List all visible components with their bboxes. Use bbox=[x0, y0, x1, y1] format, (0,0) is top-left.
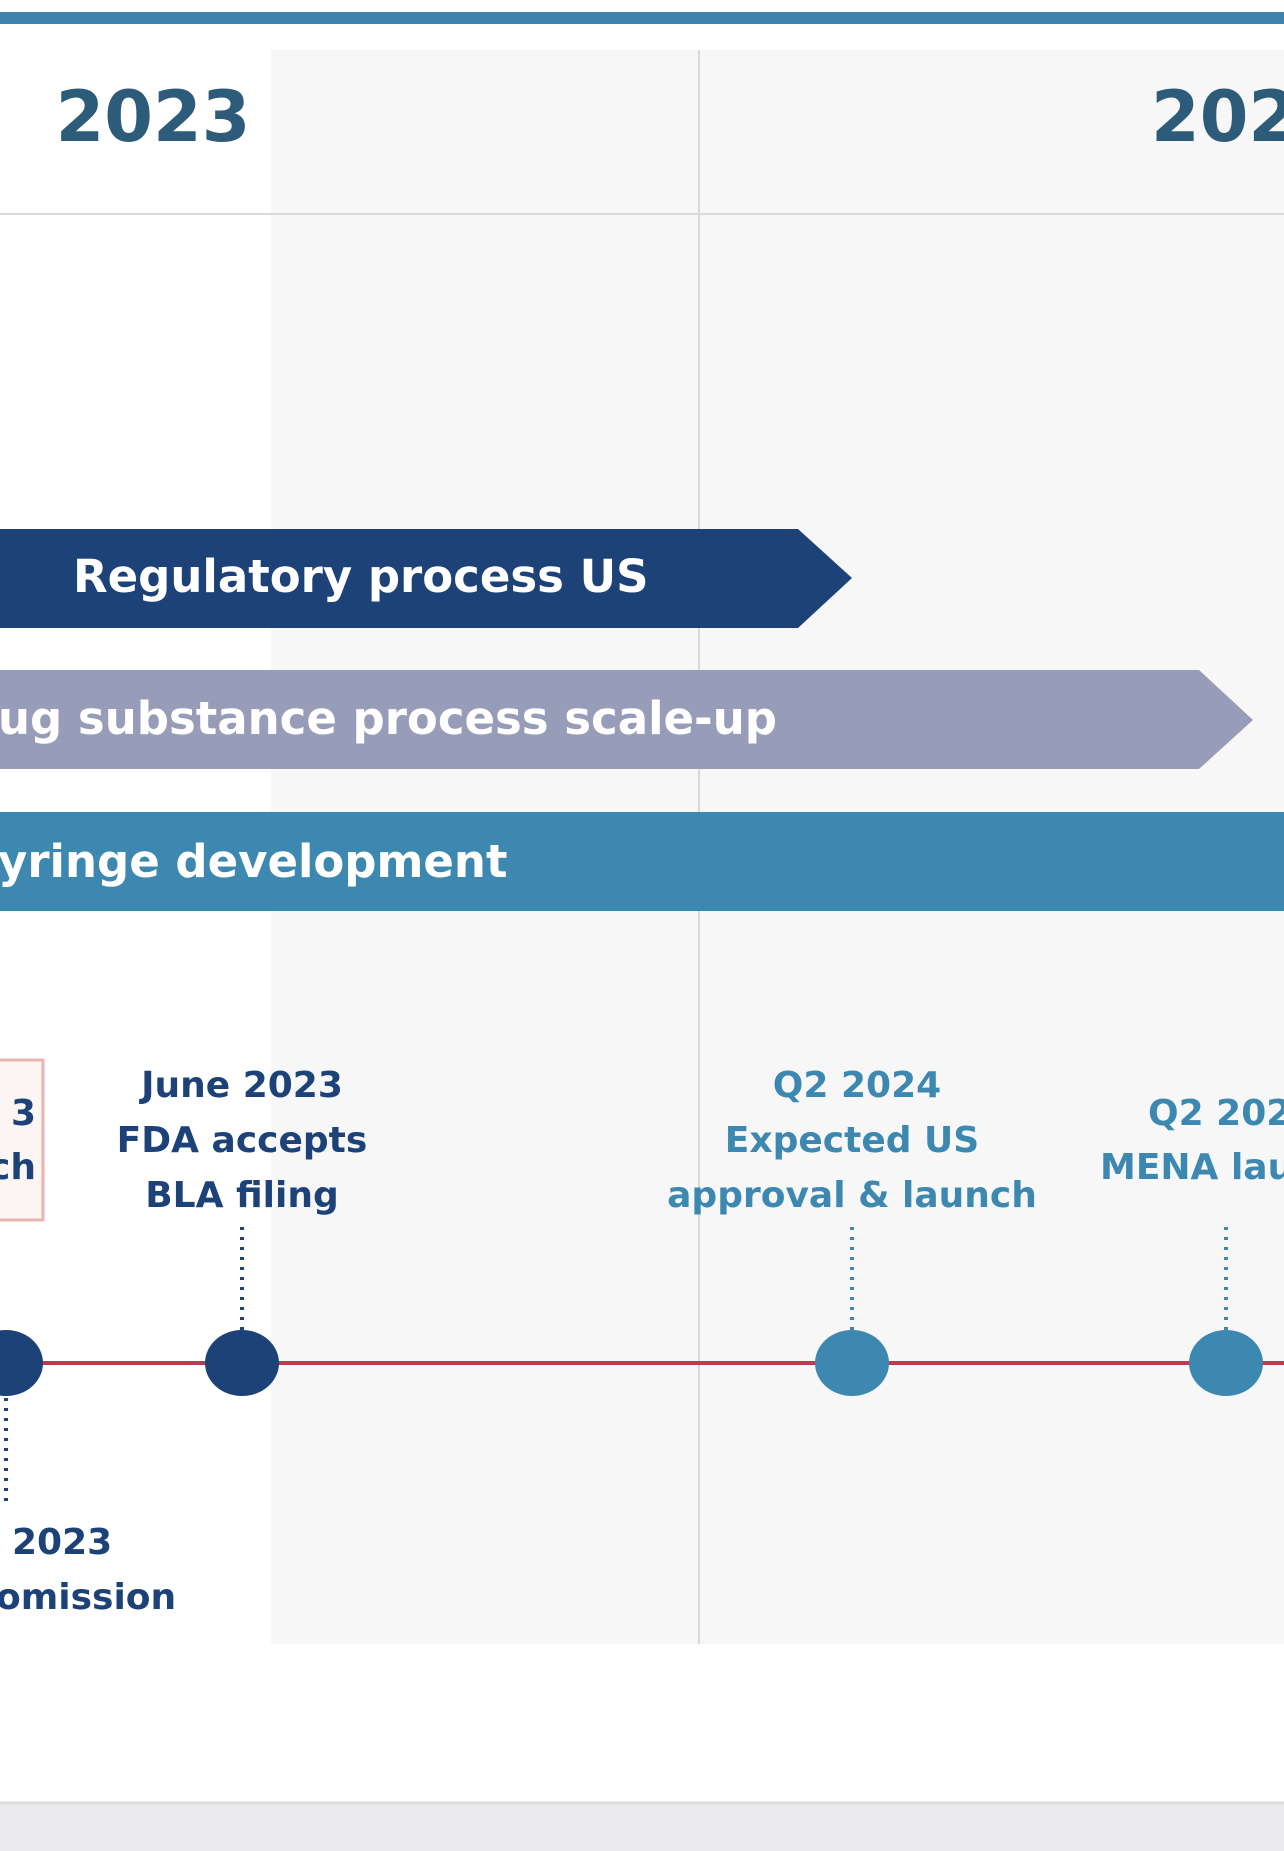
milestone-dot bbox=[0, 1330, 43, 1396]
milestone-text: Q2 2024 bbox=[773, 1065, 941, 1106]
bar-label: Regulatory process US bbox=[73, 550, 649, 603]
connectors bbox=[4, 1227, 1228, 1504]
milestone-text: June 2023 bbox=[138, 1065, 343, 1106]
milestone-text: omission bbox=[0, 1577, 176, 1618]
arrow-bar bbox=[0, 529, 852, 628]
milestone-text: ch bbox=[0, 1147, 36, 1188]
milestone-text: Expected US bbox=[725, 1120, 979, 1161]
bar-label: yringe development bbox=[0, 835, 507, 888]
year: 2023 bbox=[56, 76, 251, 158]
bar-label: ug substance process scale-up bbox=[0, 692, 777, 745]
milestone-text: MENA lau bbox=[1100, 1147, 1284, 1188]
bottom-bar bbox=[0, 1803, 1284, 1851]
milestone-text: FDA accepts bbox=[117, 1120, 368, 1161]
milestone-text: approval & launch bbox=[667, 1175, 1037, 1216]
milestone-box bbox=[0, 1058, 45, 1222]
milestone-text: 3 bbox=[11, 1093, 36, 1134]
milestone-dot bbox=[1189, 1330, 1263, 1396]
milestone-text: BLA filing bbox=[145, 1175, 339, 1216]
top-rule bbox=[0, 12, 1284, 24]
milestone-text: Q2 202 bbox=[1148, 1093, 1284, 1134]
milestone-dot bbox=[815, 1330, 889, 1396]
year: 202 bbox=[1151, 76, 1284, 158]
arrow-bar bbox=[0, 670, 1253, 769]
milestone-dot bbox=[205, 1330, 279, 1396]
milestone-text: 2023 bbox=[12, 1522, 112, 1563]
bar bbox=[0, 812, 1284, 911]
